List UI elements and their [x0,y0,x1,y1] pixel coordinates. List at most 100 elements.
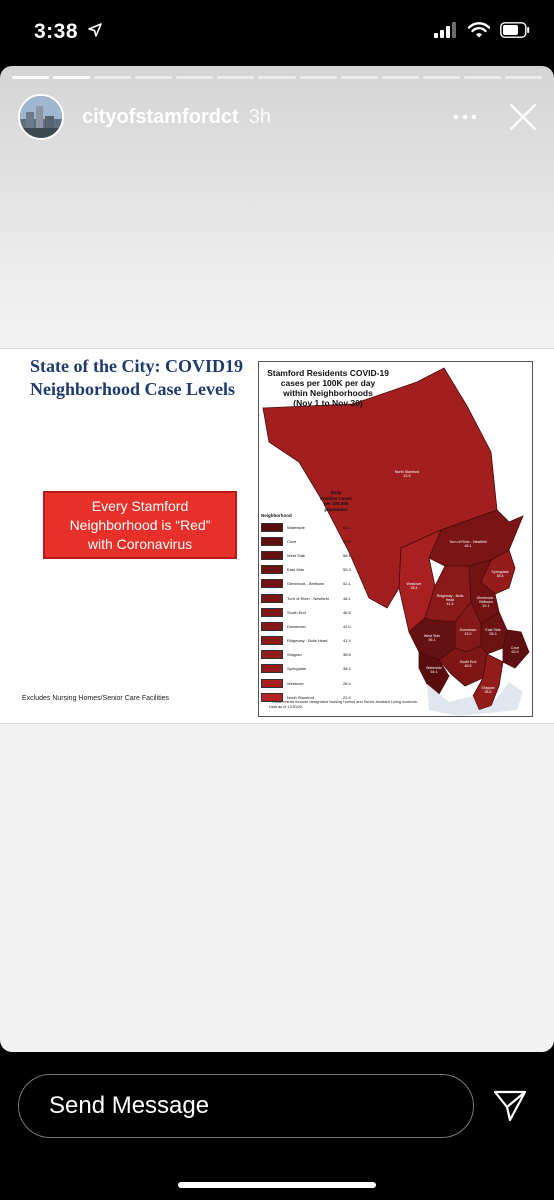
legend-col-rate: Daily Positive Cases per 100,000 populat… [313,490,359,512]
legend-swatch [261,565,283,575]
legend-row: Glenbrook - Belltown 52.1 [261,577,361,591]
progress-segment [381,76,419,79]
legend-name: West Side [287,552,306,558]
map-title-line: cases per 100K per day [280,378,376,388]
legend-row: Shippan 38.5 [261,648,361,662]
legend-row: Waterside 64.1 [261,520,361,534]
legend-name: North Stamford [287,694,315,700]
label-turn-of-river: Turn of River - Newfield [449,540,487,544]
legend-rows: Waterside 64.1 Cove 63.9 West Side 56.1 East S… [261,520,361,704]
legend-swatch [261,678,283,688]
legend-value: 63.9 [343,538,351,544]
progress-segment [176,76,214,79]
progress-segment [463,76,501,79]
legend-name: South End [287,609,306,615]
red-callout-box: Every Stamford Neighborhood is “Red” wit… [43,491,237,559]
legend-name: Turn of River - Newfield [287,595,329,601]
close-icon [509,103,537,131]
label-east-side: East Side [485,628,501,632]
story-header: cityofstamfordct 3h [18,94,538,140]
region-shippan [472,653,504,711]
progress-segment [422,76,460,79]
legend-name: East Side [287,567,305,573]
legend-name: Glenbrook - Belltown [287,581,325,587]
progress-segment [299,76,337,79]
legend-name: Ridgeway - Bulls Head [287,638,328,644]
avatar[interactable] [18,94,64,140]
legend-row: North Stamford 22.9 [261,690,361,704]
legend-swatch [261,607,283,617]
legend-name: Shippan [287,652,302,658]
neighborhood-map [262,367,530,716]
status-time: 3:38 [34,20,103,44]
legend-name: Westover [287,680,304,686]
wifi-icon [468,22,490,38]
value-ridgeway: 41.4 [446,602,454,606]
callout-line: with Coronavirus [87,535,193,552]
legend-row: Springdale 38.4 [261,662,361,676]
legend-row: Turn of River - Newfield 48.1 [261,591,361,605]
legend-value: 64.1 [343,524,351,530]
send-message-input[interactable]: Send Message [18,1074,474,1138]
legend-value: 46.5 [343,609,351,615]
story-time-ago: 3h [248,105,271,128]
story-username[interactable]: cityofstamfordct [82,105,239,128]
value-south-end: 46.5 [464,664,472,668]
legend-row: Ridgeway - Bulls Head 41.4 [261,634,361,648]
slide-title-line: Neighborhood Case Levels [30,379,236,399]
reply-bar: Send Message [0,1052,554,1200]
map-title-line: within Neighborhoods [283,388,373,398]
value-glenbrook: 52.1 [482,604,490,608]
story-progress-bar [12,76,543,79]
label-glenbrook: Glenbrook - Belltown [476,596,496,604]
send-button[interactable] [492,1088,528,1124]
legend-value: 56.1 [343,552,351,558]
progress-segment [258,76,296,79]
send-paper-plane-icon [493,1090,527,1122]
progress-segment [135,76,173,79]
progress-segment [504,76,543,79]
legend-swatch [261,522,283,532]
close-button[interactable] [508,102,538,132]
value-downtown: 43.0 [464,632,472,636]
more-options-button[interactable] [450,107,480,127]
status-icons [434,22,530,38]
value-springdale: 38.4 [496,574,504,578]
legend-col-rate-line: per 100,000 [323,501,349,506]
label-west-side: West Side [423,634,441,638]
legend-value: 22.9 [343,694,351,700]
label-shippan: Shippan [481,686,495,690]
legend-value: 28.4 [343,680,351,686]
home-indicator[interactable] [178,1182,376,1188]
map-legend: Neighborhood Daily Positive Cases per 10… [261,490,361,704]
story-viewer[interactable]: cityofstamfordct 3h State of the City: C… [0,66,554,1052]
legend-col-rate-line: Positive Cases [320,495,352,501]
legend-swatch [261,636,283,646]
value-north-stamford: 22.9 [403,474,411,478]
cellular-signal-icon [434,22,456,38]
map-region-labels: North Stamford 22.9 Turn of River - Newfi… [259,362,534,718]
value-west-side: 56.1 [428,638,436,642]
legend-row: Westover 28.4 [261,676,361,690]
callout-line: Every Stamford [91,497,189,514]
legend-col-rate-line: Daily [330,490,342,495]
legend-row: West Side 56.1 [261,548,361,562]
map-title-line: Stamford Residents COVID-19 [267,368,389,378]
location-arrow-icon [88,23,103,37]
slide-title-line: State of the City: COVID19 [30,356,243,376]
legend-swatch [261,664,283,674]
legend-value: 55.3 [343,567,351,573]
value-east-side: 55.3 [489,632,497,636]
legend-row: East Side 55.3 [261,563,361,577]
legend-row: Cove 63.9 [261,534,361,548]
legend-swatch [261,579,283,589]
map-title-line: (Nov 1 to Nov 30) [293,398,363,408]
progress-segment [94,76,132,79]
map-title: Stamford Residents COVID-19 cases per 10… [263,368,393,408]
legend-row: Downtown 43.0 [261,619,361,633]
progress-segment [340,76,378,79]
progress-segment [217,76,255,79]
legend-swatch [261,536,283,546]
label-ridgeway: Ridgeway - Bulls Head [436,594,464,602]
label-south-end: South End [459,660,477,664]
